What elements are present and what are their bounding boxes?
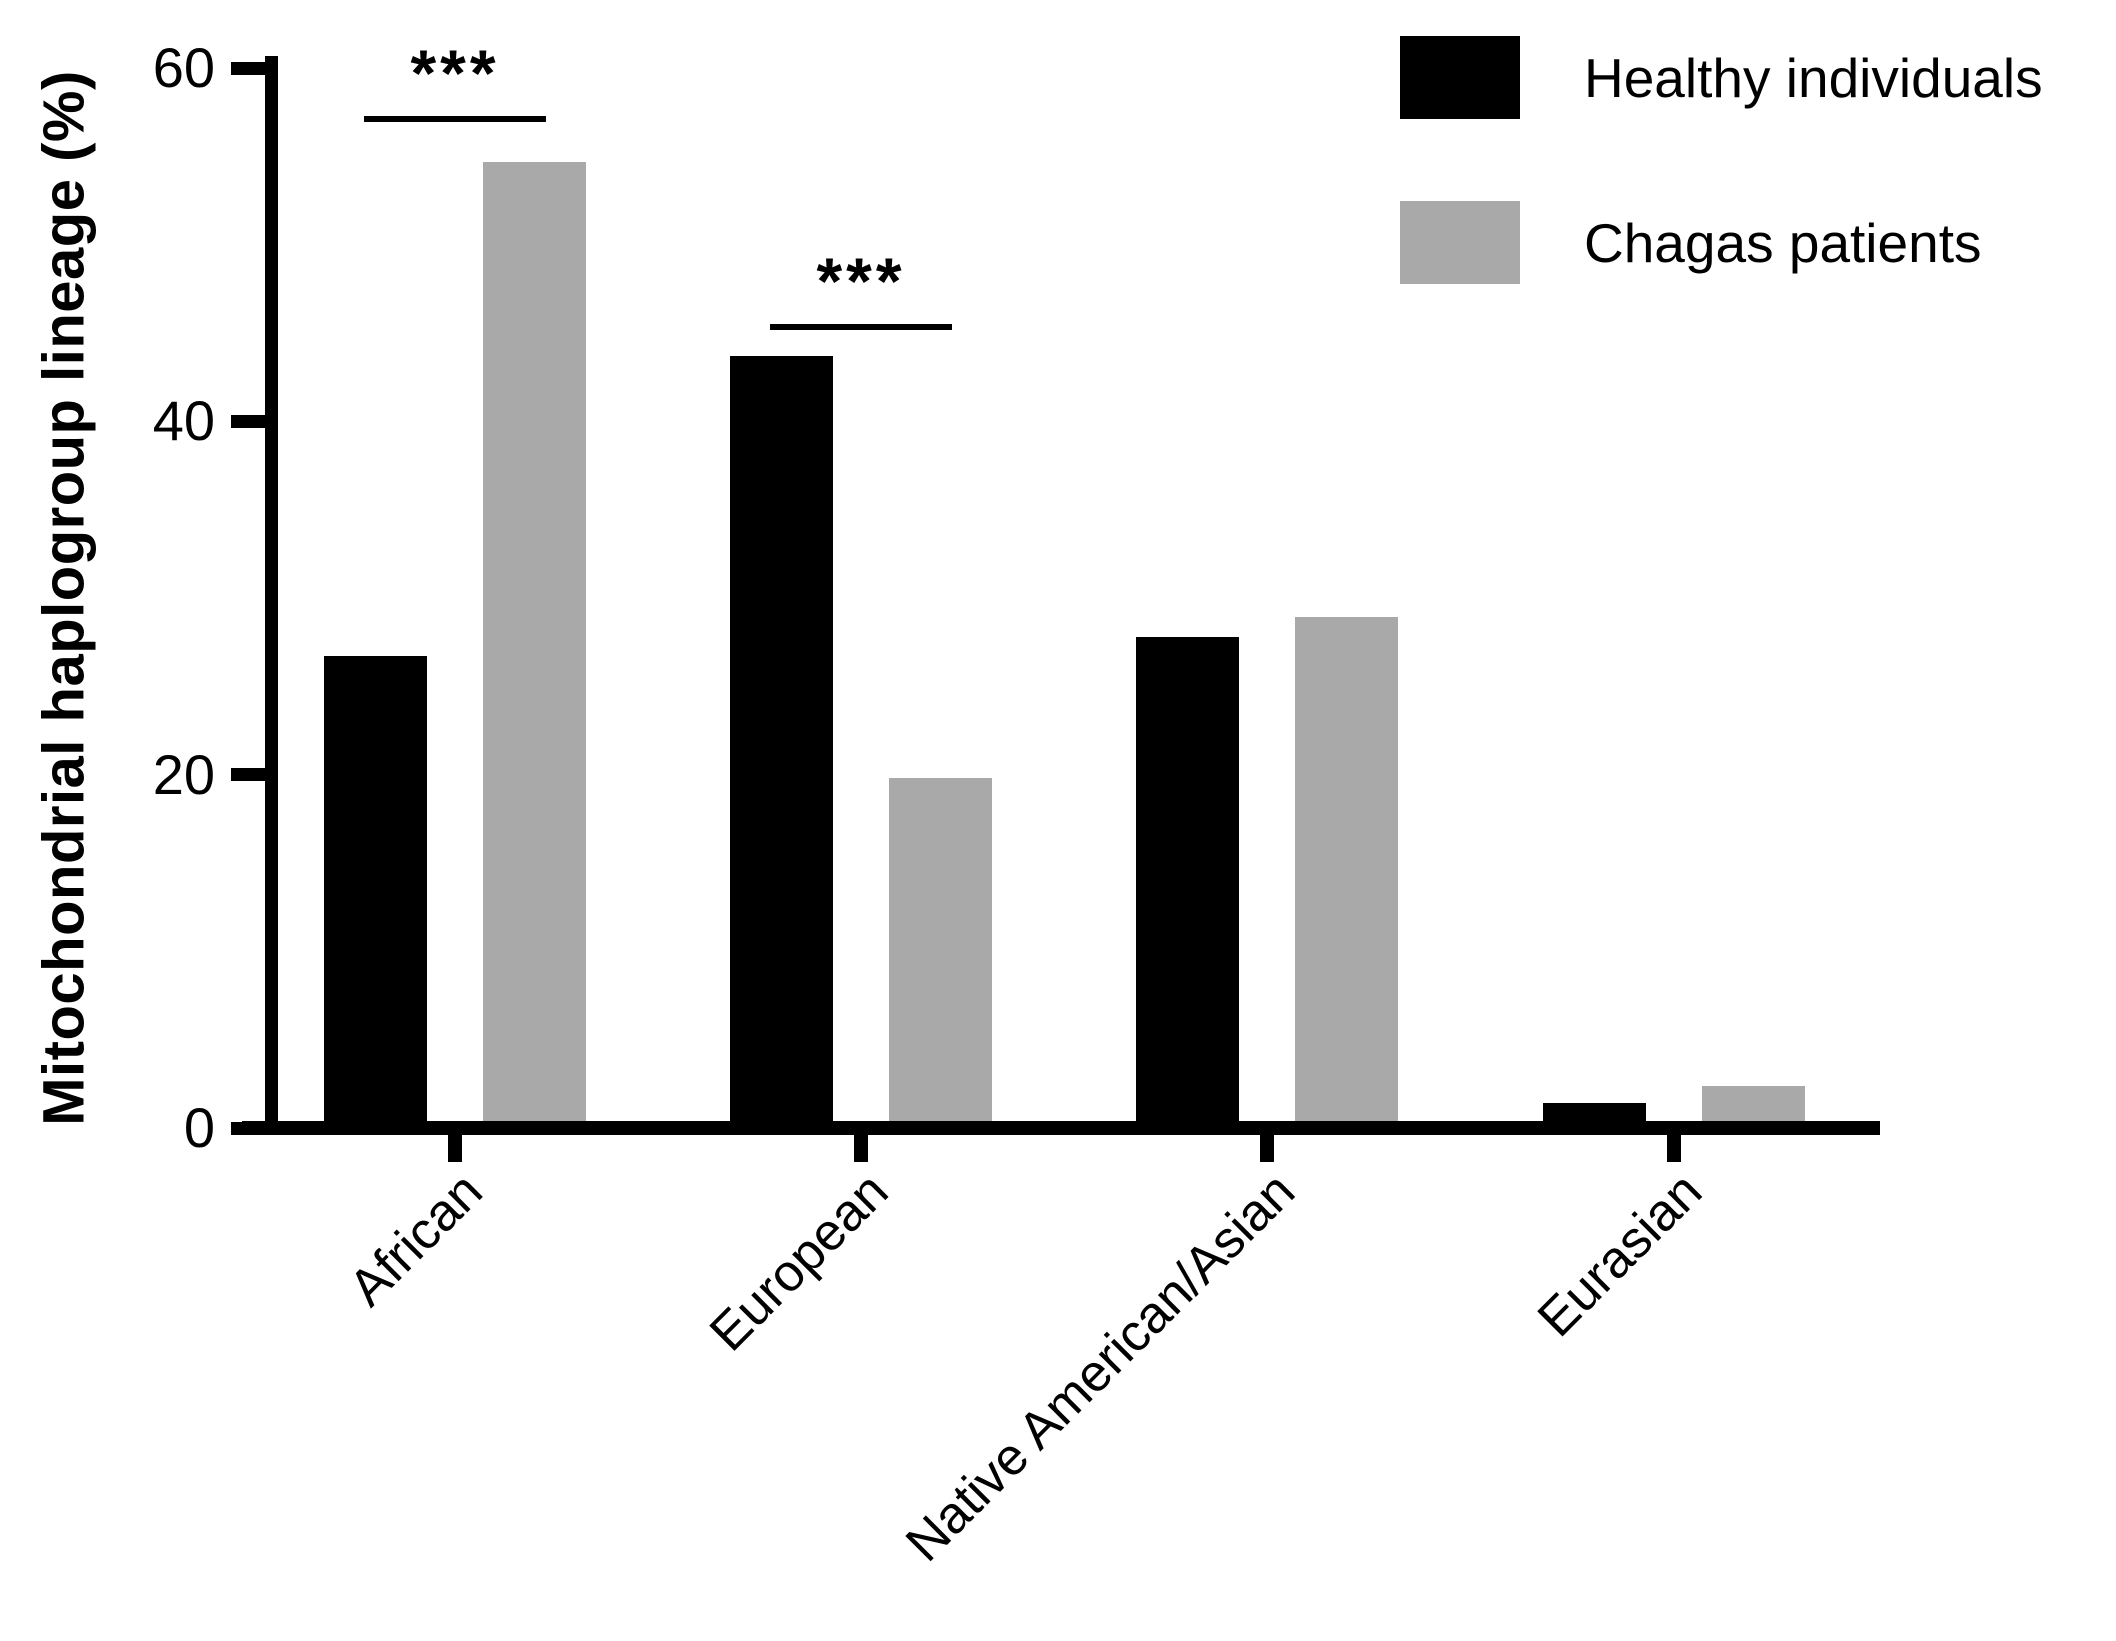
bar-native-american-asian-healthy — [1136, 637, 1239, 1128]
y-axis-line — [265, 56, 278, 1135]
y-tick-label: 40 — [152, 389, 215, 452]
legend-swatch-chagas-patients — [1400, 201, 1520, 284]
y-axis-tick — [231, 768, 265, 781]
significance-stars-european: *** — [816, 244, 906, 318]
legend-swatch-healthy-individuals — [1400, 36, 1520, 119]
category-label: Eurasian — [1526, 1161, 1713, 1349]
category-label: European — [699, 1161, 900, 1363]
x-axis-tick — [854, 1135, 868, 1162]
x-axis-tick — [1260, 1135, 1274, 1162]
bar-native-american-asian-chagas — [1295, 617, 1398, 1128]
category-label: Native American/Asian — [894, 1161, 1306, 1573]
bar-african-chagas — [483, 162, 586, 1128]
legend-label-healthy-individuals: Healthy individuals — [1584, 46, 2043, 109]
legend-label-chagas-patients: Chagas patients — [1584, 211, 1982, 274]
y-tick-label: 20 — [152, 743, 215, 806]
y-tick-label: 60 — [152, 36, 215, 99]
y-axis-tick — [231, 1122, 265, 1135]
category-label: African — [338, 1161, 494, 1318]
bar-european-healthy — [730, 356, 833, 1128]
y-axis-tick — [231, 415, 265, 428]
x-axis-tick — [448, 1135, 462, 1162]
legend-item-healthy: Healthy individuals — [1400, 36, 2043, 119]
significance-line-african — [364, 116, 546, 122]
legend-item-chagas: Chagas patients — [1400, 201, 2043, 284]
significance-line-european — [770, 324, 952, 330]
significance-stars-african: *** — [410, 36, 500, 110]
y-tick-label: 0 — [183, 1096, 215, 1159]
x-axis-line — [242, 1121, 1880, 1135]
legend: Healthy individuals Chagas patients — [1400, 36, 2043, 284]
x-axis-tick — [1667, 1135, 1681, 1162]
y-axis-title: Mitochondrial haplogroup lineage (%) — [31, 70, 97, 1126]
bar-european-chagas — [889, 778, 992, 1128]
y-axis-tick — [231, 62, 265, 75]
bar-african-healthy — [324, 656, 427, 1128]
